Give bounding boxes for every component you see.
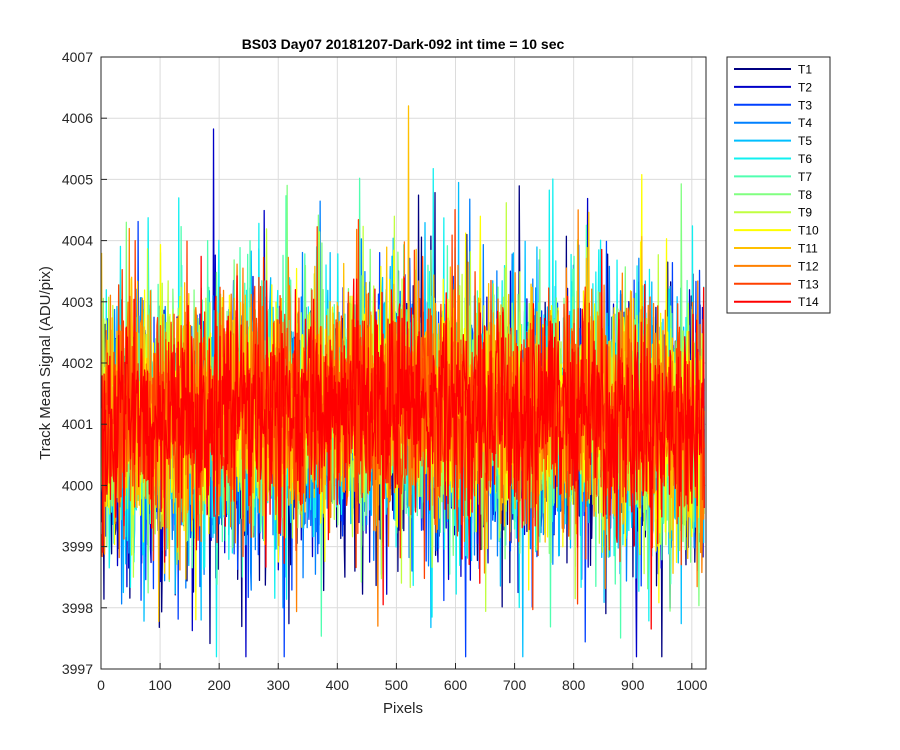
series-layer bbox=[101, 105, 705, 658]
legend-label-t2: T2 bbox=[798, 80, 812, 94]
legend[interactable]: T1 T2 T3 T4 T5 T6 T7 T8 T9 T10 T11 T12 T13 T14 bbox=[726, 56, 831, 314]
y-tick-label: 4001 bbox=[62, 416, 93, 432]
legend-label-t6: T6 bbox=[798, 152, 812, 166]
legend-label-t13: T13 bbox=[798, 277, 819, 291]
x-tick-label: 600 bbox=[444, 677, 468, 693]
legend-label-t7: T7 bbox=[798, 170, 812, 184]
x-tick-label: 300 bbox=[267, 677, 291, 693]
legend-label-t10: T10 bbox=[798, 224, 819, 238]
x-tick-label: 100 bbox=[148, 677, 172, 693]
legend-label-t12: T12 bbox=[798, 259, 819, 273]
y-tick-label: 3997 bbox=[62, 661, 93, 677]
legend-label-t4: T4 bbox=[798, 116, 812, 130]
y-tick-label: 4004 bbox=[62, 233, 93, 249]
series-line-t14 bbox=[101, 248, 705, 630]
y-tick-label: 3998 bbox=[62, 600, 93, 616]
y-tick-label: 4003 bbox=[62, 294, 93, 310]
y-tick-label: 4000 bbox=[62, 477, 93, 493]
y-tick-label: 3999 bbox=[62, 539, 93, 555]
ticks: 0 100 200 300 400 500 600 700 800 900 1000 3997 3998… bbox=[62, 49, 708, 693]
x-tick-label: 1000 bbox=[676, 677, 707, 693]
y-tick-label: 4007 bbox=[62, 49, 93, 65]
legend-label-t9: T9 bbox=[798, 206, 812, 220]
legend-label-t1: T1 bbox=[798, 63, 812, 77]
y-tick-label: 4006 bbox=[62, 110, 93, 126]
x-axis-label: Pixels bbox=[383, 700, 423, 717]
x-tick-label: 900 bbox=[621, 677, 645, 693]
x-tick-label: 200 bbox=[207, 677, 231, 693]
legend-label-t8: T8 bbox=[798, 188, 812, 202]
chart-title: BS03 Day07 20181207-Dark-092 int time = … bbox=[242, 36, 565, 52]
x-tick-label: 700 bbox=[503, 677, 527, 693]
legend-label-t3: T3 bbox=[798, 98, 812, 112]
x-tick-label: 0 bbox=[97, 677, 105, 693]
y-tick-label: 4002 bbox=[62, 355, 93, 371]
x-tick-label: 800 bbox=[562, 677, 586, 693]
legend-box bbox=[726, 56, 831, 314]
y-tick-label: 4005 bbox=[62, 171, 93, 187]
legend-label-t14: T14 bbox=[798, 295, 819, 309]
x-tick-label: 400 bbox=[326, 677, 350, 693]
y-axis-label: Track Mean Signal (ADU/pix) bbox=[37, 266, 54, 460]
legend-label-t11: T11 bbox=[798, 242, 818, 256]
x-tick-label: 500 bbox=[385, 677, 409, 693]
legend-label-t5: T5 bbox=[798, 134, 812, 148]
